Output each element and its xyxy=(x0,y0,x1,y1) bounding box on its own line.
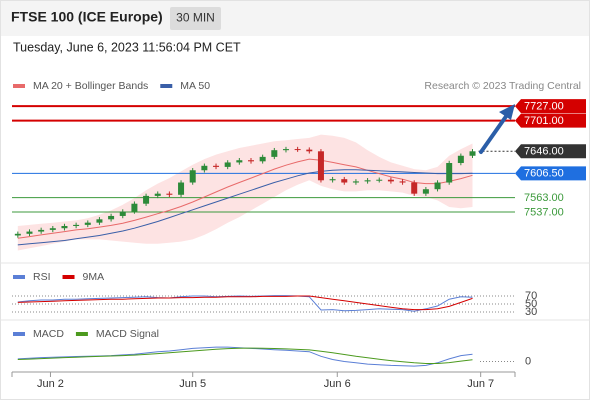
candle-body xyxy=(446,163,453,183)
level-badge xyxy=(515,166,586,181)
y-tick-label: 50 xyxy=(525,298,537,310)
level-label: 7727.00 xyxy=(524,101,564,113)
candle-body xyxy=(154,193,161,196)
legend-swatch xyxy=(160,84,173,88)
candle-body xyxy=(352,181,359,183)
candle-body xyxy=(282,149,289,151)
legend-label: 9MA xyxy=(83,271,105,283)
moving-average xyxy=(17,158,473,239)
legend-swatch xyxy=(13,275,25,279)
header-bar xyxy=(0,0,590,36)
candle-body xyxy=(434,182,441,190)
candle-body xyxy=(341,179,348,183)
legend-label: MACD Signal xyxy=(96,328,159,340)
candle-body xyxy=(201,165,208,171)
candle-body xyxy=(387,179,394,182)
legend-label: RSI xyxy=(33,271,51,283)
candle-body xyxy=(96,219,103,223)
candle-body xyxy=(411,182,418,194)
candle-body xyxy=(108,215,115,220)
indicator-line xyxy=(17,347,473,364)
candle-body xyxy=(61,225,68,229)
candle-body xyxy=(422,189,429,194)
level-badge xyxy=(515,99,586,114)
legend-swatch xyxy=(13,332,25,336)
candle-body xyxy=(364,180,371,182)
moving-average xyxy=(17,169,473,246)
candle-body xyxy=(248,160,254,162)
candle-body xyxy=(329,179,336,181)
title: FTSE 100 (ICE Europe) xyxy=(11,9,163,25)
y-tick-label: 70 xyxy=(525,290,537,302)
timestamp: Tuesday, June 6, 2023 11:56:04 PM CET xyxy=(13,40,241,54)
level-label: 7606.50 xyxy=(524,168,564,180)
level-badge xyxy=(515,144,586,159)
forecast-arrow xyxy=(479,104,515,154)
legend-swatch xyxy=(13,84,25,88)
x-tick-label: Jun 6 xyxy=(324,378,351,390)
candle-body xyxy=(306,149,313,152)
arrow-shaft xyxy=(479,113,509,154)
candle-body xyxy=(166,193,173,195)
y-tick-label: 30 xyxy=(525,306,537,318)
timeframe[interactable]: 30 MIN xyxy=(176,11,215,25)
candle-body xyxy=(457,155,464,164)
candle-body xyxy=(84,222,91,225)
level-label: 7701.00 xyxy=(524,115,564,127)
candle-body xyxy=(131,203,138,212)
level-label: 7563.00 xyxy=(524,192,564,204)
plot-layer: 7727.00 7701.00 7646.00 7606.50 7563.00 7537.… xyxy=(11,80,586,390)
candle-body xyxy=(259,156,266,162)
candle-body xyxy=(376,179,383,181)
candle-body xyxy=(38,229,45,232)
candle-body xyxy=(49,228,56,230)
candle-body xyxy=(73,224,80,226)
level-label: 7537.00 xyxy=(524,206,564,218)
candle-body xyxy=(213,165,220,167)
candle-body xyxy=(271,150,278,157)
indicator-line xyxy=(17,295,473,311)
candle-body xyxy=(143,195,150,204)
x-tick-label: Jun 5 xyxy=(179,378,206,390)
candle-body xyxy=(317,151,324,181)
legend-label: MA 20 + Bollinger Bands xyxy=(33,80,148,92)
x-tick-label: Jun 2 xyxy=(37,378,64,390)
legend-label: MA 50 xyxy=(180,80,210,92)
timeframe-badge[interactable] xyxy=(170,7,221,30)
level-badge xyxy=(515,113,586,128)
candle-body xyxy=(178,182,185,195)
indicator-line xyxy=(17,295,473,312)
candle-body xyxy=(399,181,406,183)
candle-body xyxy=(294,149,301,151)
candle-body xyxy=(14,233,21,236)
legend-swatch xyxy=(75,332,88,336)
candle-body xyxy=(224,162,231,167)
arrow-head xyxy=(499,104,515,120)
legend-swatch xyxy=(62,275,75,279)
candle-body xyxy=(119,211,126,216)
y-tick-label: 0 xyxy=(525,355,531,367)
candle-body xyxy=(189,170,196,183)
credit: Research © 2023 Trading Central xyxy=(424,80,581,92)
level-label: 7646.00 xyxy=(524,146,564,158)
x-tick-label: Jun 7 xyxy=(467,378,494,390)
legend-label: MACD xyxy=(33,328,64,340)
candle-body xyxy=(236,160,243,163)
candle-body xyxy=(469,151,476,156)
candle-body xyxy=(26,231,33,234)
